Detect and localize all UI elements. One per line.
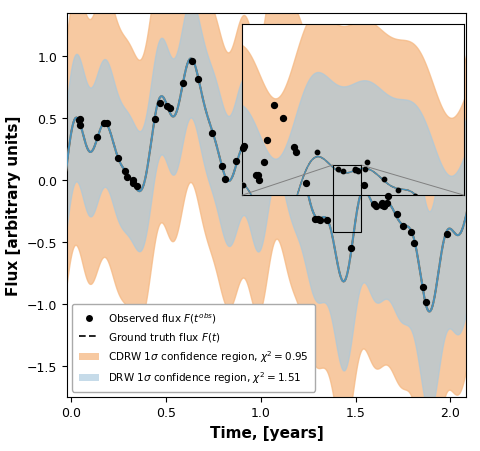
Point [260, 159, 268, 166]
Point [129, 179, 137, 187]
Point [232, 158, 240, 165]
Point [221, 176, 229, 184]
Point [370, 201, 378, 208]
Point [311, 216, 319, 223]
Point [133, 183, 141, 190]
Point [393, 211, 400, 218]
Point [77, 116, 84, 123]
Point [360, 182, 368, 189]
Point [75, 117, 83, 124]
Point [444, 231, 451, 239]
Point [166, 105, 174, 112]
Point [302, 180, 310, 187]
Point [378, 202, 386, 209]
Point [129, 177, 136, 184]
Point [239, 145, 247, 152]
Point [264, 138, 271, 145]
Point [384, 200, 391, 207]
Legend: Observed flux $F(t^{obs})$, Ground truth flux $F(t)$, CDRW 1$\sigma$ confidence : Observed flux $F(t^{obs})$, Ground truth… [72, 304, 315, 391]
Point [252, 171, 260, 179]
Point [379, 201, 387, 208]
Point [123, 174, 131, 181]
Point [378, 200, 386, 207]
Point [290, 144, 298, 152]
Point [121, 168, 129, 175]
Point [347, 245, 355, 252]
Point [180, 80, 187, 87]
Point [314, 216, 322, 223]
Point [419, 284, 426, 291]
Point [399, 223, 407, 230]
Point [114, 155, 122, 162]
Point [384, 193, 392, 200]
Bar [333, 166, 361, 232]
Point [156, 100, 164, 107]
Y-axis label: Flux [arbitrary units]: Flux [arbitrary units] [6, 115, 22, 295]
Point [372, 203, 380, 210]
Point [76, 122, 84, 129]
Point [410, 240, 418, 247]
Point [188, 59, 195, 66]
Point [270, 102, 278, 110]
Point [279, 115, 287, 122]
Point [317, 217, 324, 224]
Point [240, 143, 248, 151]
Point [151, 116, 158, 123]
Point [256, 176, 264, 184]
Point [94, 134, 101, 142]
Point [103, 120, 110, 128]
Point [408, 230, 415, 237]
Point [380, 202, 387, 210]
Point [292, 149, 300, 156]
Point [163, 103, 171, 110]
Point [422, 299, 430, 306]
Point [217, 162, 225, 170]
Point [194, 76, 202, 83]
Point [254, 172, 262, 179]
Point [324, 217, 331, 225]
Point [100, 120, 108, 127]
Point [208, 130, 216, 138]
X-axis label: Time, [years]: Time, [years] [210, 425, 323, 440]
